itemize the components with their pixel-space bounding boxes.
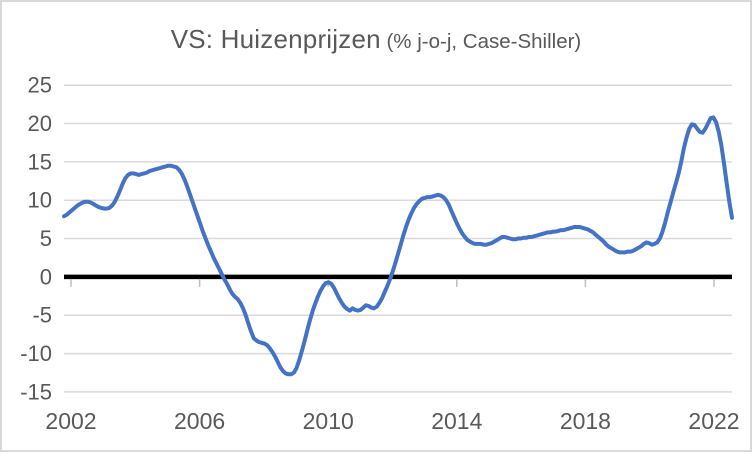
y-axis-tick-label: 25 (28, 73, 52, 98)
y-axis-tick-label: 10 (28, 188, 52, 213)
x-axis-tick-label: 2018 (560, 408, 611, 434)
x-axis-tick-label: 2022 (688, 408, 739, 434)
x-axis-tick-label: 2002 (45, 408, 96, 434)
x-axis-tick-label: 2010 (303, 408, 354, 434)
x-axis-tick-label: 2014 (431, 408, 482, 434)
y-axis-tick-label: -15 (20, 379, 52, 404)
y-axis-tick-label: 15 (28, 149, 52, 174)
x-axis-tick-label: 2006 (174, 408, 225, 434)
y-axis-tick-label: 5 (40, 226, 52, 251)
y-axis-tick-label: -5 (32, 303, 52, 328)
chart-title-sub: (% j-o-j, Case-Shiller) (380, 30, 582, 53)
y-axis-tick-label: 20 (28, 111, 52, 136)
chart-title-main: VS: Huizenprijzen (170, 24, 381, 54)
y-axis-tick-label: 0 (40, 264, 52, 289)
y-axis-tick-label: -10 (20, 341, 52, 366)
house-price-line (62, 115, 734, 377)
chart-title: VS: Huizenprijzen (% j-o-j, Case-Shiller… (2, 24, 750, 55)
